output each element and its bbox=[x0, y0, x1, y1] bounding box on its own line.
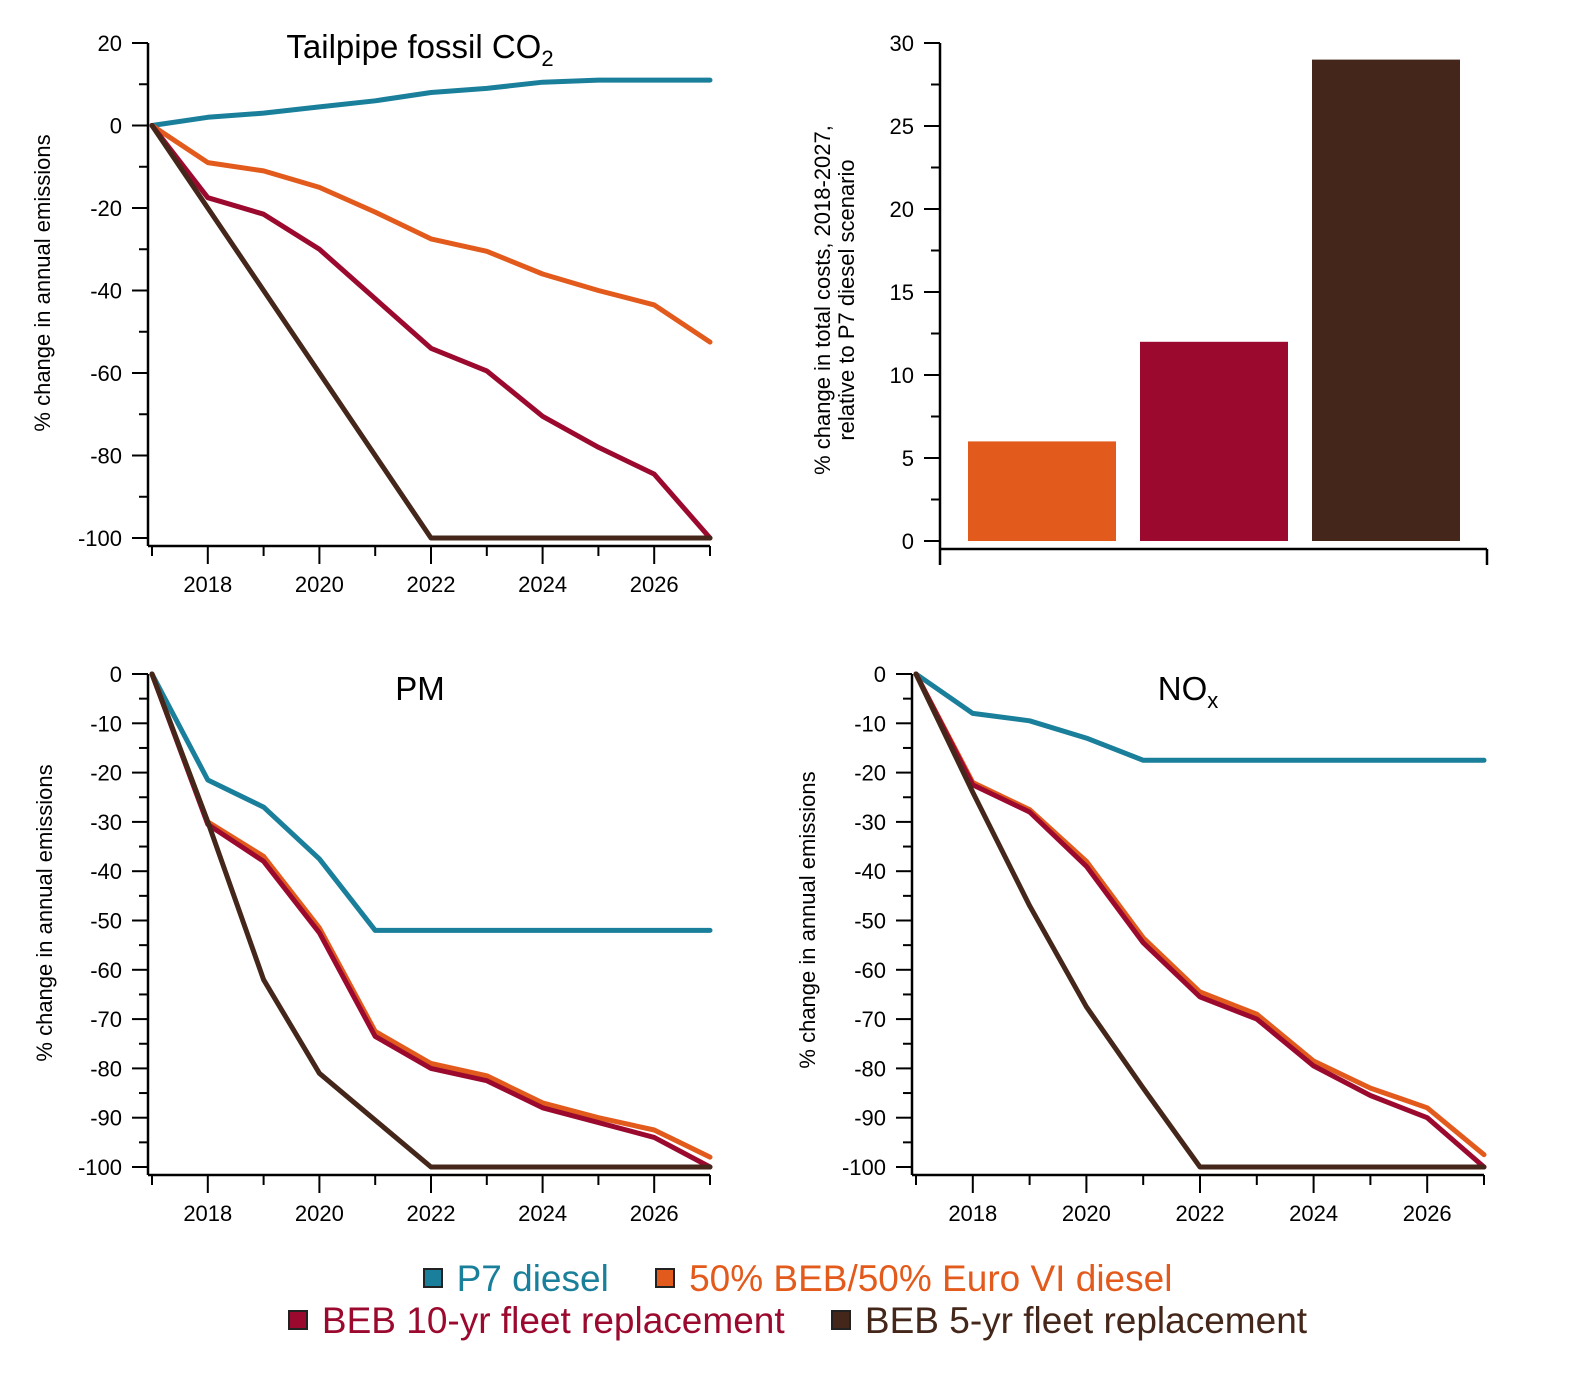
y-tick-label: -80 bbox=[90, 444, 122, 469]
bar bbox=[1312, 59, 1460, 541]
legend-item-beb10: BEB 10-yr fleet replacement bbox=[287, 1300, 785, 1342]
bar bbox=[968, 441, 1116, 541]
series-line bbox=[149, 123, 713, 345]
y-axis-label: % change in annual emissions bbox=[795, 771, 820, 1068]
x-tick-label: 2026 bbox=[630, 572, 679, 597]
chart-nox: 0 -10 -20 -30 -40 -50 -60 -70 -80 -90 -100 % change… bbox=[795, 662, 1487, 1226]
y-tick-label: -100 bbox=[842, 1155, 886, 1180]
series-line bbox=[149, 671, 713, 1170]
legend-label-half: 50% BEB/50% Euro VI diesel bbox=[689, 1258, 1173, 1299]
y-tick-label: -20 bbox=[90, 761, 122, 786]
y-tick-label: 20 bbox=[98, 31, 122, 56]
series-line bbox=[913, 671, 1487, 1158]
y-tick-label: 0 bbox=[110, 662, 122, 687]
bar bbox=[1140, 341, 1288, 541]
chart-title: NOx bbox=[1158, 670, 1219, 713]
y-tick-label: -70 bbox=[90, 1007, 122, 1032]
y-tick-label: -80 bbox=[854, 1056, 886, 1081]
y-tick-label: 25 bbox=[890, 114, 914, 139]
y-tick-label: 10 bbox=[890, 363, 914, 388]
y-tick-label: -100 bbox=[78, 1155, 122, 1180]
y-tick-label: -60 bbox=[854, 958, 886, 983]
legend-swatch-half bbox=[655, 1268, 676, 1288]
y-axis-label: % change in annual emissions bbox=[30, 134, 55, 431]
x-tick-label: 2018 bbox=[183, 1201, 232, 1226]
legend-item-p7: P7 diesel bbox=[422, 1258, 609, 1300]
legend-swatch-beb10 bbox=[287, 1310, 308, 1330]
y-tick-label: -20 bbox=[90, 196, 122, 221]
y-tick-label: -50 bbox=[90, 909, 122, 934]
x-tick-label: 2018 bbox=[183, 572, 232, 597]
x-tick-label: 2024 bbox=[518, 1201, 567, 1226]
x-tick-label: 2022 bbox=[407, 572, 456, 597]
y-tick-label: -40 bbox=[90, 859, 122, 884]
series-line bbox=[149, 123, 713, 541]
y-axis-label: % change in total costs, 2018-2027, bbox=[810, 125, 835, 475]
y-tick-label: -30 bbox=[854, 810, 886, 835]
x-tick-label: 2018 bbox=[948, 1201, 997, 1226]
x-tick-label: 2020 bbox=[295, 572, 344, 597]
y-tick-label: 30 bbox=[890, 31, 914, 56]
legend-row-1: P7 diesel 50% BEB/50% Euro VI diesel bbox=[0, 1258, 1595, 1300]
y-tick-label: 5 bbox=[902, 446, 914, 471]
series-line bbox=[149, 77, 713, 128]
chart-pm: 0 -10 -20 -30 -40 -50 -60 -70 -80 -90 -100 % change… bbox=[32, 662, 713, 1226]
y-tick-label: 0 bbox=[902, 529, 914, 554]
y-tick-label: -10 bbox=[854, 711, 886, 736]
legend-label-p7: P7 diesel bbox=[456, 1258, 609, 1299]
x-tick-label: 2020 bbox=[1062, 1201, 1111, 1226]
legend-item-beb5: BEB 5-yr fleet replacement bbox=[830, 1300, 1308, 1342]
y-tick-label: -90 bbox=[90, 1106, 122, 1131]
y-tick-label: -100 bbox=[78, 526, 122, 551]
series-line bbox=[149, 123, 713, 541]
y-tick-label: -60 bbox=[90, 958, 122, 983]
legend-label-beb5: BEB 5-yr fleet replacement bbox=[864, 1300, 1308, 1341]
series-line bbox=[913, 671, 1487, 763]
y-tick-label: -20 bbox=[854, 761, 886, 786]
series-line bbox=[149, 671, 713, 1170]
series-line bbox=[913, 671, 1487, 1170]
x-tick-label: 2022 bbox=[1176, 1201, 1225, 1226]
y-tick-label: -30 bbox=[90, 810, 122, 835]
chart-cost: 0 5 10 15 20 25 30 % change in total costs, 201… bbox=[810, 31, 1489, 565]
y-axis-label-line-2: relative to P7 diesel scenario bbox=[834, 159, 859, 440]
chart-co2: 20 0 -20 -40 -60 -80 -100 % change in annual em… bbox=[30, 28, 713, 597]
series-line bbox=[149, 671, 713, 933]
x-tick-label: 2020 bbox=[295, 1201, 344, 1226]
y-tick-label: -60 bbox=[90, 361, 122, 386]
y-tick-label: 0 bbox=[110, 114, 122, 139]
x-tick-label: 2022 bbox=[407, 1201, 456, 1226]
x-tick-label: 2026 bbox=[630, 1201, 679, 1226]
legend-row-2: BEB 10-yr fleet replacement BEB 5-yr fle… bbox=[0, 1300, 1595, 1342]
y-tick-label: 15 bbox=[890, 280, 914, 305]
chart-title: Tailpipe fossil CO2 bbox=[286, 28, 553, 71]
y-tick-label: 20 bbox=[890, 197, 914, 222]
y-tick-label: 0 bbox=[874, 662, 886, 687]
x-tick-label: 2024 bbox=[1289, 1201, 1338, 1226]
chart-title-subscript: x bbox=[1207, 688, 1218, 713]
y-tick-label: -70 bbox=[854, 1007, 886, 1032]
chart-title: PM bbox=[395, 670, 445, 707]
series-line bbox=[149, 671, 713, 1160]
y-tick-label: -40 bbox=[90, 279, 122, 304]
y-tick-label: -50 bbox=[854, 909, 886, 934]
y-axis-label: % change in annual emissions bbox=[32, 764, 57, 1061]
y-tick-label: -40 bbox=[854, 859, 886, 884]
legend-label-beb10: BEB 10-yr fleet replacement bbox=[321, 1300, 785, 1341]
y-tick-label: -80 bbox=[90, 1056, 122, 1081]
y-tick-label: -90 bbox=[854, 1106, 886, 1131]
legend-swatch-beb5 bbox=[830, 1310, 851, 1330]
x-tick-label: 2024 bbox=[518, 572, 567, 597]
y-tick-label: -10 bbox=[90, 711, 122, 736]
legend-item-half: 50% BEB/50% Euro VI diesel bbox=[655, 1258, 1172, 1300]
series-line bbox=[913, 671, 1487, 1170]
chart-title-subscript: 2 bbox=[541, 46, 553, 71]
x-tick-label: 2026 bbox=[1403, 1201, 1452, 1226]
legend-swatch-p7 bbox=[422, 1268, 443, 1288]
